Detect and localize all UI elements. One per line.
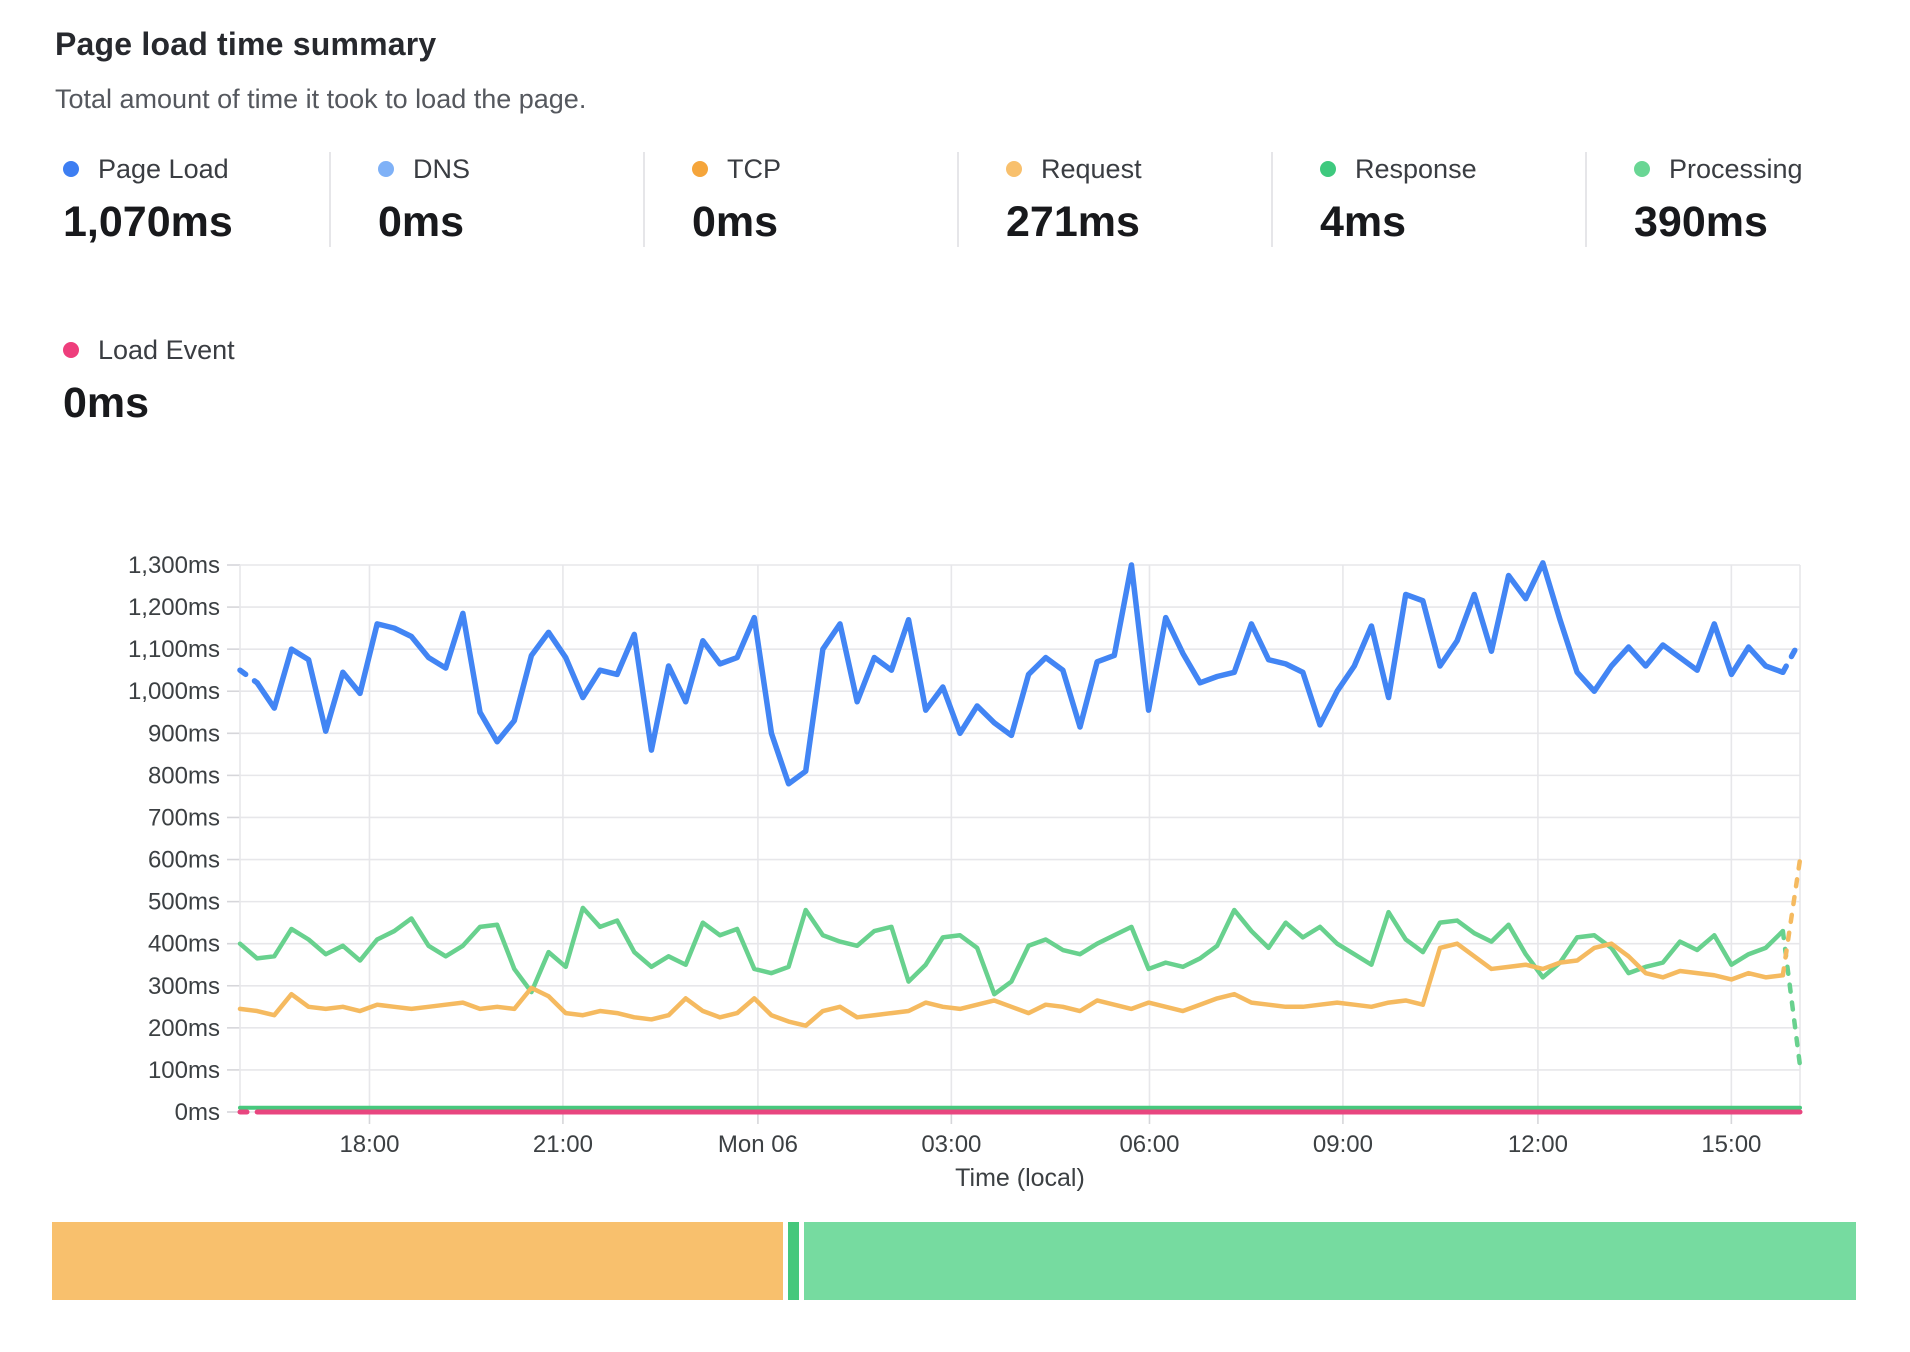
dns-legend-dot xyxy=(378,161,394,177)
series-processing xyxy=(237,905,1786,997)
metric-value: 0ms xyxy=(378,198,465,246)
metric-label: Load Event xyxy=(98,334,235,365)
page-load-legend-dot xyxy=(63,161,79,177)
metric-label: DNS xyxy=(413,153,471,184)
y-axis-label: 1,000ms xyxy=(128,678,220,705)
x-axis-label: 09:00 xyxy=(1313,1131,1373,1158)
y-axis-label: 200ms xyxy=(148,1015,220,1042)
load-event-legend-dot xyxy=(63,342,79,358)
breakdown-segment-response xyxy=(788,1222,799,1300)
metric-request[interactable]: Request 271ms xyxy=(957,152,1271,247)
x-axis-label: 06:00 xyxy=(1119,1131,1179,1158)
load-time-breakdown-bar xyxy=(52,1222,1857,1300)
y-axis-label: 900ms xyxy=(148,720,220,747)
metric-label: Response xyxy=(1355,153,1477,184)
x-axis-label: 03:00 xyxy=(921,1131,981,1158)
metric-value: 390ms xyxy=(1634,198,1768,246)
metric-label: Request xyxy=(1041,153,1142,184)
metric-value: 0ms xyxy=(692,198,779,246)
metric-load-event[interactable]: Load Event 0ms xyxy=(63,333,235,428)
load-time-chart-svg: 0ms 100ms 200ms 300ms 400ms 500ms 600ms 700ms 80… xyxy=(128,552,1803,1192)
series-page-load-dashed xyxy=(237,667,260,686)
series-request xyxy=(237,941,1786,1028)
metric-response[interactable]: Response 4ms xyxy=(1271,152,1585,247)
metric-processing[interactable]: Processing 390ms xyxy=(1585,152,1899,247)
metric-value: 4ms xyxy=(1320,198,1407,246)
y-axis-label: 1,200ms xyxy=(128,594,220,621)
y-axis-label: 600ms xyxy=(148,847,220,874)
processing-legend-dot xyxy=(1634,161,1650,177)
y-axis-label: 400ms xyxy=(148,931,220,958)
y-axis-label: 1,300ms xyxy=(128,552,220,579)
load-time-chart[interactable]: 0ms 100ms 200ms 300ms 400ms 500ms 600ms 700ms 80… xyxy=(0,430,1910,1220)
metrics-legend-row: Page Load 1,070ms DNS 0ms TCP 0ms Reques… xyxy=(0,152,1899,247)
metric-label: Page Load xyxy=(98,153,229,184)
y-axis-label: 300ms xyxy=(148,973,220,1000)
y-axis-label: 100ms xyxy=(148,1057,220,1084)
metric-page-load[interactable]: Page Load 1,070ms xyxy=(0,152,329,247)
metric-value: 0ms xyxy=(63,379,150,427)
metric-dns[interactable]: DNS 0ms xyxy=(329,152,643,247)
page-title: Page load time summary xyxy=(55,26,437,62)
response-legend-dot xyxy=(1320,161,1336,177)
metric-label: TCP xyxy=(727,153,781,184)
x-axis-label: 12:00 xyxy=(1508,1131,1568,1158)
metric-tcp[interactable]: TCP 0ms xyxy=(643,152,957,247)
tcp-legend-dot xyxy=(692,161,708,177)
page-subtitle: Total amount of time it took to load the… xyxy=(55,84,587,114)
x-axis-label: 18:00 xyxy=(339,1131,399,1158)
series-page-load xyxy=(254,560,1786,787)
y-axis-label: 800ms xyxy=(148,762,220,789)
metric-label: Processing xyxy=(1669,153,1803,184)
x-axis-label: Mon 06 xyxy=(718,1131,798,1158)
x-axis-label: 15:00 xyxy=(1701,1131,1761,1158)
x-axis-label: 21:00 xyxy=(533,1131,593,1158)
series-page-load-dashed xyxy=(1780,637,1803,676)
metric-value: 271ms xyxy=(1006,198,1140,246)
request-legend-dot xyxy=(1006,161,1022,177)
metric-value: 1,070ms xyxy=(63,198,233,246)
breakdown-segment-request xyxy=(52,1222,784,1300)
y-axis-label: 1,100ms xyxy=(128,636,220,663)
y-axis-label: 500ms xyxy=(148,889,220,916)
y-axis-label: 0ms xyxy=(175,1099,220,1126)
y-axis-label: 700ms xyxy=(148,804,220,831)
x-axis-title: Time (local) xyxy=(955,1164,1085,1192)
breakdown-segment-processing xyxy=(803,1222,1857,1300)
series-request-dashed xyxy=(1780,857,1803,978)
